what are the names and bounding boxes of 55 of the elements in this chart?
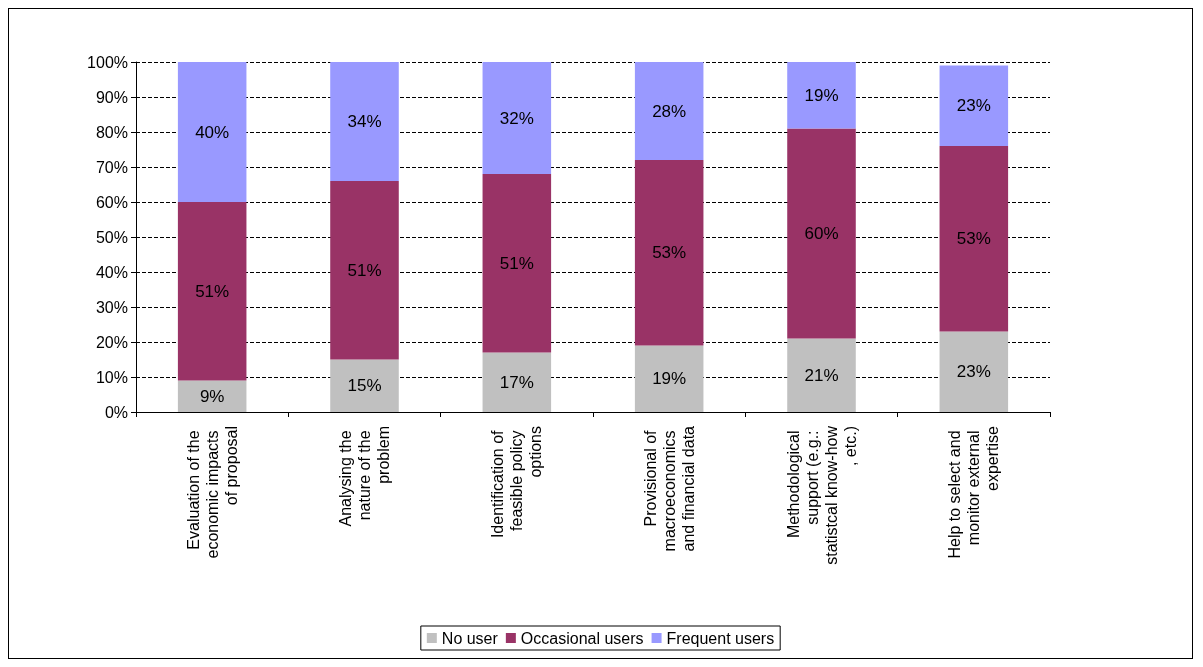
- bar: [634, 62, 704, 160]
- legend-label: Frequent users: [666, 629, 775, 647]
- y-tick-label: 20%: [95, 333, 128, 351]
- bar: [177, 62, 247, 202]
- data-label: 32%: [499, 108, 534, 128]
- y-tick-label: 10%: [95, 368, 128, 386]
- x-tick-label: Analysing the nature of the problem: [337, 426, 392, 527]
- bar: [634, 345, 704, 412]
- y-tick-label: 90%: [95, 88, 128, 106]
- data-label: 19%: [652, 369, 687, 389]
- x-tick-label: Methodological support (e.g.: statistcal know-how, etc.): [784, 425, 859, 565]
- bar: [939, 146, 1009, 332]
- y-tick-label: 50%: [95, 228, 128, 246]
- data-label: 51%: [195, 281, 230, 301]
- bar: [634, 160, 704, 346]
- data-label: 53%: [956, 229, 991, 249]
- bar: [482, 352, 552, 412]
- x-tick-label: Provisional of macroeconomics and financial data: [641, 425, 697, 552]
- bar: [787, 338, 856, 412]
- data-label: 15%: [347, 376, 382, 396]
- data-label: 17%: [499, 372, 534, 392]
- bar: [177, 202, 247, 381]
- y-tick-label: 80%: [95, 123, 128, 141]
- x-tick-label: Evaluation of the economic impacts of proposal: [184, 426, 240, 559]
- y-tick-label: 70%: [95, 158, 128, 176]
- legend-label: Occasional users: [520, 629, 644, 647]
- data-label: 60%: [804, 224, 839, 243]
- bar: [939, 331, 1009, 412]
- y-tick-label: 0%: [104, 403, 128, 421]
- bar: [330, 359, 399, 412]
- bar: [787, 128, 856, 339]
- data-label: 9%: [199, 386, 225, 406]
- data-label: 40%: [195, 122, 230, 142]
- legend-label: No user: [441, 629, 499, 647]
- data-label: 51%: [499, 253, 534, 273]
- bar: [787, 62, 856, 129]
- data-label: 28%: [652, 101, 687, 121]
- bar: [330, 181, 399, 360]
- data-label: 21%: [804, 365, 839, 385]
- y-tick-label: 30%: [95, 298, 128, 316]
- data-label: 34%: [347, 112, 382, 131]
- data-label: 53%: [652, 243, 687, 263]
- bar: [330, 62, 399, 181]
- bar: [939, 65, 1009, 146]
- y-tick-label: 100%: [87, 53, 128, 71]
- y-tick-label: 40%: [95, 263, 128, 281]
- x-tick-label: Help to select and monitor external expertise: [946, 425, 1002, 559]
- y-tick-label: 60%: [95, 193, 128, 211]
- data-label: 19%: [804, 85, 839, 105]
- bar: [482, 62, 552, 174]
- x-tick-label: Identification of feasible policy options: [489, 426, 545, 539]
- data-label: 23%: [956, 362, 991, 382]
- data-label: 23%: [956, 96, 991, 116]
- data-label: 51%: [347, 260, 382, 280]
- bar: [482, 174, 552, 353]
